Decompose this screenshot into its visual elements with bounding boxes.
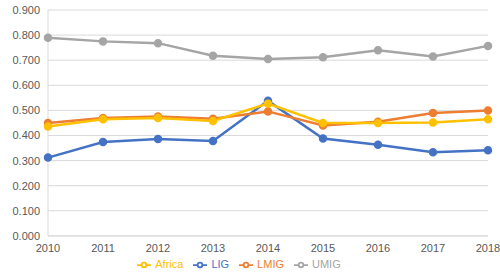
html-text:LIG: LIG bbox=[211, 257, 230, 270]
svg-text:2012: 2012 bbox=[146, 242, 170, 254]
svg-text:2010: 2010 bbox=[36, 242, 60, 254]
html-text:Africa: Africa bbox=[155, 257, 184, 270]
svg-text:0.300: 0.300 bbox=[12, 155, 40, 167]
svg-text:0.900: 0.900 bbox=[12, 4, 40, 16]
html-text:LMIG: LMIG bbox=[257, 257, 284, 270]
svg-text:0.100: 0.100 bbox=[12, 205, 40, 217]
svg-text:0.200: 0.200 bbox=[12, 180, 40, 192]
svg-text:0.000: 0.000 bbox=[12, 230, 40, 242]
svg-text:0.500: 0.500 bbox=[12, 104, 40, 116]
svg-text:2014: 2014 bbox=[256, 242, 280, 254]
svg-text:0.600: 0.600 bbox=[12, 79, 40, 91]
svg-text:2013: 2013 bbox=[201, 242, 225, 254]
svg-text:0.400: 0.400 bbox=[12, 129, 40, 141]
svg-text:2016: 2016 bbox=[366, 242, 390, 254]
svg-text:0.800: 0.800 bbox=[12, 29, 40, 41]
svg-text:2018: 2018 bbox=[476, 242, 492, 254]
svg-text:0.700: 0.700 bbox=[12, 54, 40, 66]
svg-text:2011: 2011 bbox=[91, 242, 115, 254]
svg-text:2017: 2017 bbox=[421, 242, 445, 254]
svg-text:2015: 2015 bbox=[311, 242, 335, 254]
html-text:UMIG: UMIG bbox=[312, 257, 341, 270]
